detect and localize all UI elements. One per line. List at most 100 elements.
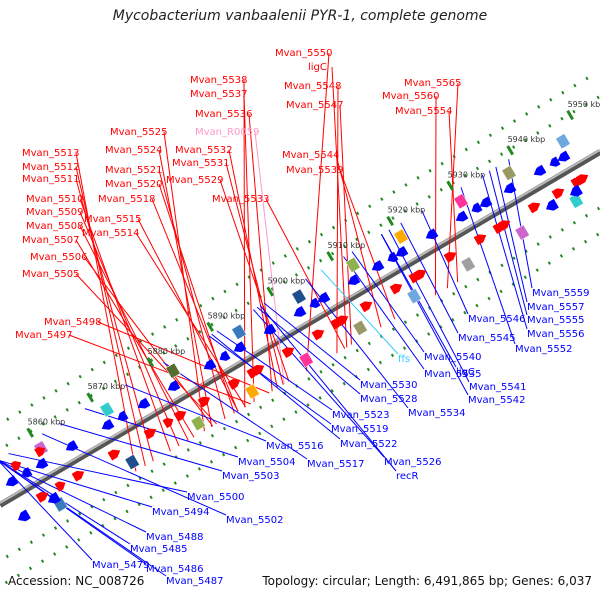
reverse-gene-label: Mvan_5556 xyxy=(527,329,584,340)
forward-gene-label: Mvan_5511 xyxy=(22,174,79,185)
forward-gene-arrow xyxy=(35,492,49,503)
reverse-gene-label: ligC xyxy=(456,367,475,378)
tick-label: 5910 kbp xyxy=(328,241,366,250)
forward-gene-arrow xyxy=(413,269,427,281)
gene-feature-box xyxy=(514,224,530,241)
reverse-leader-line xyxy=(351,251,425,353)
forward-gene-arrow xyxy=(497,220,511,231)
reverse-gene-label: Mvan_5528 xyxy=(360,394,417,405)
reverse-leader-line xyxy=(256,306,361,395)
reverse-gene-arrow xyxy=(137,397,151,409)
reverse-leader-line xyxy=(488,170,528,316)
forward-gene-arrow xyxy=(551,188,565,200)
reverse-gene-arrow xyxy=(263,323,277,335)
reverse-gene-arrow xyxy=(395,245,409,257)
reverse-gene-label: Mvan_5504 xyxy=(238,457,295,468)
tick-mark xyxy=(566,109,574,121)
tick-mark xyxy=(446,180,454,191)
reverse-gene-label: Mvan_5494 xyxy=(152,507,209,518)
reverse-gene-label: Mvan_5517 xyxy=(307,459,364,470)
reverse-gene-arrow xyxy=(65,440,79,451)
tick-mark xyxy=(26,427,34,438)
forward-gene-label: Mvan_5508 xyxy=(26,221,83,232)
tick-mark xyxy=(506,145,514,156)
forward-gene-arrow xyxy=(71,470,85,482)
forward-leader-line xyxy=(305,52,330,372)
forward-gene-label: Mvan_5532 xyxy=(175,145,232,156)
reverse-gene-arrow xyxy=(425,228,439,240)
tick-label: 5860 kbp xyxy=(28,418,66,427)
reverse-gene-arrow xyxy=(347,274,361,286)
gene-feature-box xyxy=(460,256,476,273)
reverse-leader-line xyxy=(59,423,223,472)
forward-gene-label: Mvan_5506 xyxy=(30,252,87,263)
forward-gene-label: Mvan_5529 xyxy=(166,175,223,186)
gene-feature-box xyxy=(99,401,115,418)
forward-gene-label: Mvan_5513 xyxy=(22,148,79,159)
page-title: Mycobacterium vanbaalenii PYR-1, complet… xyxy=(112,8,488,24)
reverse-gene-arrow xyxy=(549,156,561,167)
forward-leader-line xyxy=(243,79,246,408)
forward-gene-label: Mvan_5536 xyxy=(195,109,252,120)
forward-gene-label: Mvan_5565 xyxy=(404,78,461,89)
tick-mark xyxy=(86,392,94,403)
reverse-leader-line xyxy=(163,361,308,460)
tick-mark xyxy=(206,321,214,332)
forward-leader-line xyxy=(331,66,348,348)
reverse-gene-label: Mvan_5522 xyxy=(340,439,397,450)
reverse-gene-label: recR xyxy=(396,471,419,482)
forward-gene-label: Mvan_5539 xyxy=(286,165,343,176)
reverse-gene-label: Mvan_5540 xyxy=(424,352,481,363)
forward-leader-line xyxy=(79,198,171,452)
forward-gene-label: Mvan_5497 xyxy=(15,330,72,341)
forward-leader-line xyxy=(448,110,459,283)
reverse-leader-line xyxy=(0,460,153,508)
forward-gene-arrow xyxy=(473,234,487,246)
reverse-gene-arrow xyxy=(203,358,217,370)
forward-gene-arrow xyxy=(251,364,265,376)
forward-gene-label: Mvan_5512 xyxy=(22,162,79,173)
forward-gene-label: Mvan_5531 xyxy=(172,158,229,169)
reverse-gene-label: Mvan_5488 xyxy=(146,532,203,543)
forward-gene-arrow xyxy=(527,202,541,214)
reverse-leader-line xyxy=(84,408,239,458)
dotted-track-line xyxy=(0,205,600,563)
gene-labels: Mvan_5550 ligC Mvan_5548 Mvan_5547 Mvan_5565… xyxy=(15,48,589,587)
forward-gene-label: Mvan_5521 xyxy=(105,165,162,176)
dotted-track-line xyxy=(0,72,596,426)
reverse-gene-arrow xyxy=(533,164,547,176)
forward-gene-arrow xyxy=(389,283,403,295)
forward-gene-arrow xyxy=(54,481,66,492)
reverse-gene-label: Mvan_5479 xyxy=(92,560,149,571)
reverse-gene-arrow xyxy=(503,182,517,194)
dotted-track-line xyxy=(4,231,600,585)
gene-feature-box xyxy=(124,453,140,471)
forward-leader-line xyxy=(158,183,235,414)
forward-leader-line xyxy=(135,232,246,408)
forward-gene-label: Mvan_5538 xyxy=(190,75,247,86)
gene-feature-box xyxy=(291,288,307,305)
forward-leader-line xyxy=(339,169,396,320)
tick-label: 5880 kbp xyxy=(148,347,186,356)
reverse-leader-line xyxy=(460,187,516,345)
reverse-gene-arrow xyxy=(219,350,231,361)
forward-gene-arrow xyxy=(443,251,457,263)
forward-gene-label: Mvan_5510 xyxy=(26,194,83,205)
reverse-leader-line xyxy=(400,222,459,334)
reverse-gene-label: ffs xyxy=(398,354,410,365)
reverse-gene-label: Mvan_5552 xyxy=(515,344,572,355)
forward-leader-line xyxy=(336,85,339,354)
forward-gene-label: Mvan_5550 xyxy=(275,48,332,59)
forward-leader-line xyxy=(83,256,214,427)
gene-feature-box xyxy=(555,133,571,150)
dotted-tracks xyxy=(0,72,600,585)
reverse-gene-label: Mvan_5534 xyxy=(408,408,465,419)
reverse-gene-arrow xyxy=(5,475,19,487)
reverse-leader-line xyxy=(8,453,188,493)
tick-label: 5900 kbp xyxy=(268,276,306,285)
reverse-leader-line xyxy=(508,159,533,289)
reverse-gene-arrow xyxy=(35,457,49,469)
forward-leader-line xyxy=(339,104,352,345)
dotted-track-line xyxy=(0,94,600,452)
